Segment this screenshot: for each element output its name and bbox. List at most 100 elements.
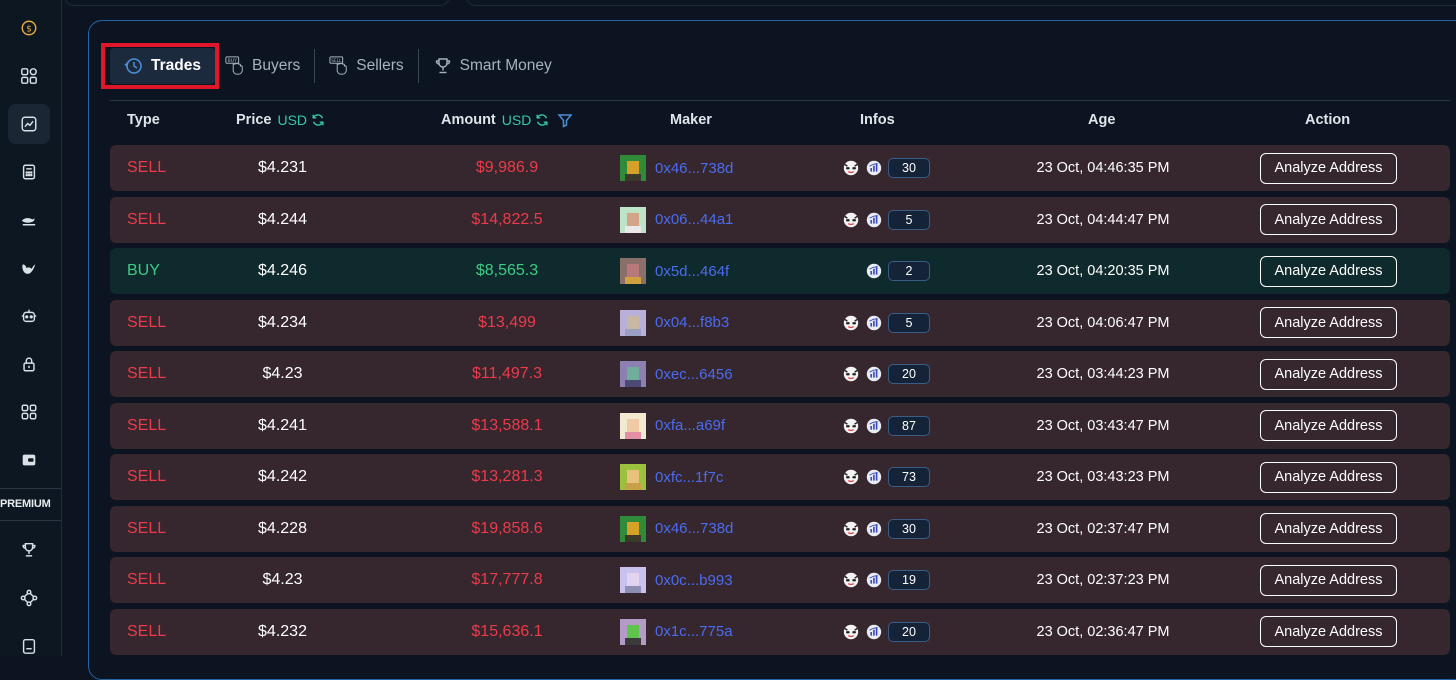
analyze-address-button[interactable]: Analyze Address: [1260, 307, 1397, 338]
analyze-address-button[interactable]: Analyze Address: [1260, 358, 1397, 390]
lock-icon[interactable]: [8, 344, 50, 384]
refresh-icon[interactable]: [311, 113, 325, 127]
maker-address-link[interactable]: 0xec...6456: [655, 365, 733, 383]
infos-cell: 20: [830, 351, 930, 397]
wallet-icon[interactable]: [8, 440, 50, 480]
action-cell: Analyze Address: [1260, 506, 1397, 552]
network-icon[interactable]: [8, 578, 50, 618]
top-panel-left: [64, 0, 450, 6]
maker-address-link[interactable]: 0x46...738d: [655, 520, 734, 537]
trade-type: SELL: [127, 571, 167, 588]
trade-count-badge[interactable]: 30: [888, 518, 930, 539]
buy-hand-icon: BUY: [225, 56, 243, 75]
maker-address-link[interactable]: 0x06...44a1: [655, 211, 734, 228]
analyze-address-button[interactable]: Analyze Address: [1260, 616, 1397, 647]
svg-text:BUY: BUY: [228, 58, 237, 64]
mask-face-icon: [843, 572, 859, 588]
amount-currency-toggle[interactable]: USD: [501, 112, 532, 128]
table-header: Type Price USD Amount USD Maker Infos Ag…: [110, 104, 1450, 138]
trade-amount: $17,777.8: [471, 571, 543, 588]
mask-face-icon: [843, 469, 859, 485]
maker-cell: 0xfc...1f7c: [620, 454, 723, 500]
header-price[interactable]: Price USD: [236, 112, 325, 128]
analyze-address-button[interactable]: Analyze Address: [1260, 461, 1397, 493]
action-cell: Analyze Address: [1260, 300, 1397, 346]
mask-face-icon: [843, 212, 859, 227]
maker-address-link[interactable]: 0x0c...b993: [655, 571, 733, 589]
trade-amount: $13,499: [478, 313, 536, 331]
header-age: Age: [1088, 112, 1116, 128]
robot-icon[interactable]: [8, 296, 50, 336]
trade-count-badge[interactable]: 20: [888, 364, 930, 384]
trade-amount: $8,565.3: [475, 262, 539, 279]
table-row: SELL $4.244 $14,822.5 0x06...44a1 5 23 O…: [110, 196, 1450, 243]
maker-address-link[interactable]: 0x1c...775a: [655, 623, 733, 640]
apps-icon[interactable]: [8, 392, 50, 432]
trade-count-badge[interactable]: 5: [888, 312, 930, 333]
infos-cell: 19: [830, 557, 930, 603]
whale-icon[interactable]: [8, 248, 50, 288]
tab-smart-money[interactable]: Smart Money: [423, 48, 562, 84]
trade-age: 23 Oct, 03:43:47 PM: [1036, 417, 1170, 434]
trade-amount: $15,636.1: [471, 622, 543, 640]
infos-cell: 20: [830, 609, 930, 655]
maker-address-link[interactable]: 0xfc...1f7c: [655, 468, 724, 486]
device-icon[interactable]: [8, 626, 50, 666]
table-row: SELL $4.242 $13,281.3 0xfc...1f7c 73 23 …: [110, 454, 1450, 500]
sidebar: $ PREMIUM: [0, 0, 62, 656]
tab-label: Buyers: [251, 57, 301, 74]
action-cell: Analyze Address: [1260, 454, 1397, 500]
infos-cell: 87: [830, 403, 930, 449]
maker-address-link[interactable]: 0x04...f8b3: [655, 314, 730, 331]
trade-amount: $9,986.9: [475, 159, 539, 176]
trade-count-badge[interactable]: 30: [888, 158, 930, 178]
maker-address-link[interactable]: 0x5d...464f: [655, 262, 730, 280]
sidebar-divider: [0, 488, 62, 489]
trades-tab-highlight: [101, 43, 219, 89]
svg-text:$: $: [26, 25, 32, 35]
refresh-icon[interactable]: [535, 113, 549, 127]
analyze-address-button[interactable]: Analyze Address: [1260, 255, 1397, 287]
table-row: BUY $4.246 $8,565.3 0x5d...464f 2 23 Oct…: [110, 248, 1450, 294]
tab-sellers[interactable]: SELL Sellers: [319, 48, 413, 84]
trophy-icon[interactable]: [8, 530, 50, 570]
trade-age: 23 Oct, 02:37:47 PM: [1036, 520, 1170, 537]
history-icon: [124, 58, 142, 74]
tab-label: Trades: [151, 57, 201, 74]
trade-count-badge[interactable]: 5: [888, 209, 930, 230]
trade-count-badge[interactable]: 2: [888, 261, 930, 281]
trade-type: SELL: [127, 313, 167, 331]
analyze-address-button[interactable]: Analyze Address: [1260, 513, 1397, 544]
dashboard-icon[interactable]: [8, 56, 50, 96]
trade-amount: $11,497.3: [472, 365, 542, 382]
table-row: SELL $4.23 $11,497.3 0xec...6456 20 23 O…: [110, 351, 1450, 397]
filter-icon[interactable]: [557, 112, 573, 128]
maker-address-link[interactable]: 0xfa...a69f: [655, 417, 726, 434]
trade-count-badge[interactable]: 20: [888, 621, 930, 642]
header-amount[interactable]: Amount USD: [441, 112, 573, 128]
action-cell: Analyze Address: [1260, 403, 1397, 449]
chart-badge-icon: [866, 212, 882, 227]
dollar-icon[interactable]: $: [8, 8, 50, 48]
table-row: SELL $4.234 $13,499 0x04...f8b3 5 23 Oct…: [110, 299, 1450, 346]
mask-face-icon: [843, 366, 859, 382]
analyze-address-button[interactable]: Analyze Address: [1260, 564, 1397, 596]
analyze-address-button[interactable]: Analyze Address: [1260, 152, 1397, 184]
tab-trades[interactable]: Trades: [110, 48, 215, 84]
analyze-address-button[interactable]: Analyze Address: [1260, 204, 1397, 235]
calculator-icon[interactable]: [8, 152, 50, 192]
trade-age: 23 Oct, 04:44:47 PM: [1036, 211, 1170, 228]
trade-count-badge[interactable]: 87: [888, 415, 930, 436]
sidebar-divider: [0, 520, 62, 521]
tab-label: Smart Money: [459, 57, 552, 74]
chart-icon[interactable]: [8, 104, 50, 144]
maker-cell: 0x0c...b993: [620, 557, 733, 603]
whale-transfer-icon[interactable]: [8, 200, 50, 240]
tab-buyers[interactable]: BUY Buyers: [215, 48, 310, 84]
trade-count-badge[interactable]: 73: [888, 467, 930, 487]
price-currency-toggle[interactable]: USD: [277, 112, 308, 128]
chart-badge-icon: [866, 418, 882, 433]
trade-count-badge[interactable]: 19: [888, 570, 930, 590]
maker-address-link[interactable]: 0x46...738d: [655, 159, 734, 177]
analyze-address-button[interactable]: Analyze Address: [1260, 410, 1397, 441]
